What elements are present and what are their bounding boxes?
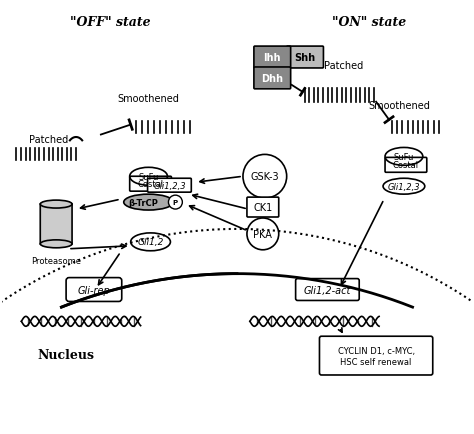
Text: Patched: Patched xyxy=(29,135,69,145)
Text: Patched: Patched xyxy=(324,61,364,71)
Text: PKA: PKA xyxy=(254,229,272,239)
Text: Ihh: Ihh xyxy=(263,53,281,63)
Text: Costal: Costal xyxy=(393,161,419,169)
Text: "OFF" state: "OFF" state xyxy=(71,16,151,29)
Ellipse shape xyxy=(131,233,171,251)
FancyBboxPatch shape xyxy=(40,204,72,244)
Ellipse shape xyxy=(40,240,72,248)
Text: P: P xyxy=(173,200,178,206)
FancyBboxPatch shape xyxy=(287,47,323,69)
FancyBboxPatch shape xyxy=(254,68,291,89)
Text: SuFu: SuFu xyxy=(138,172,159,181)
FancyBboxPatch shape xyxy=(247,197,279,217)
Text: Gli-rep: Gli-rep xyxy=(78,285,110,295)
Text: GSK-3: GSK-3 xyxy=(250,172,279,182)
Circle shape xyxy=(243,155,287,199)
FancyBboxPatch shape xyxy=(296,279,359,301)
Text: CYCLIN D1, c-MYC,
HSC self renewal: CYCLIN D1, c-MYC, HSC self renewal xyxy=(337,347,415,366)
FancyBboxPatch shape xyxy=(66,278,122,302)
Text: SuFu: SuFu xyxy=(394,152,414,161)
FancyBboxPatch shape xyxy=(254,47,291,69)
Ellipse shape xyxy=(124,195,173,210)
Text: Dhh: Dhh xyxy=(261,74,283,84)
Text: β-TrCP: β-TrCP xyxy=(128,198,158,207)
Text: "ON" state: "ON" state xyxy=(332,16,406,29)
Text: Smoothened: Smoothened xyxy=(118,93,180,103)
Text: Gli1,2-act: Gli1,2-act xyxy=(304,285,351,295)
Text: Gli1,2,3: Gli1,2,3 xyxy=(154,181,187,190)
Text: Nucleus: Nucleus xyxy=(37,349,95,362)
FancyBboxPatch shape xyxy=(147,179,191,193)
Ellipse shape xyxy=(40,201,72,209)
Circle shape xyxy=(247,218,279,250)
Text: Proteasome: Proteasome xyxy=(31,256,81,265)
Circle shape xyxy=(168,196,182,210)
Text: CK1: CK1 xyxy=(253,203,273,213)
Text: Gli1,2: Gli1,2 xyxy=(137,238,164,247)
Text: Costal: Costal xyxy=(137,179,164,188)
Text: Gli1,2,3: Gli1,2,3 xyxy=(388,182,420,191)
Text: Shh: Shh xyxy=(294,53,315,63)
Text: Smoothened: Smoothened xyxy=(368,100,430,110)
FancyBboxPatch shape xyxy=(319,336,433,375)
